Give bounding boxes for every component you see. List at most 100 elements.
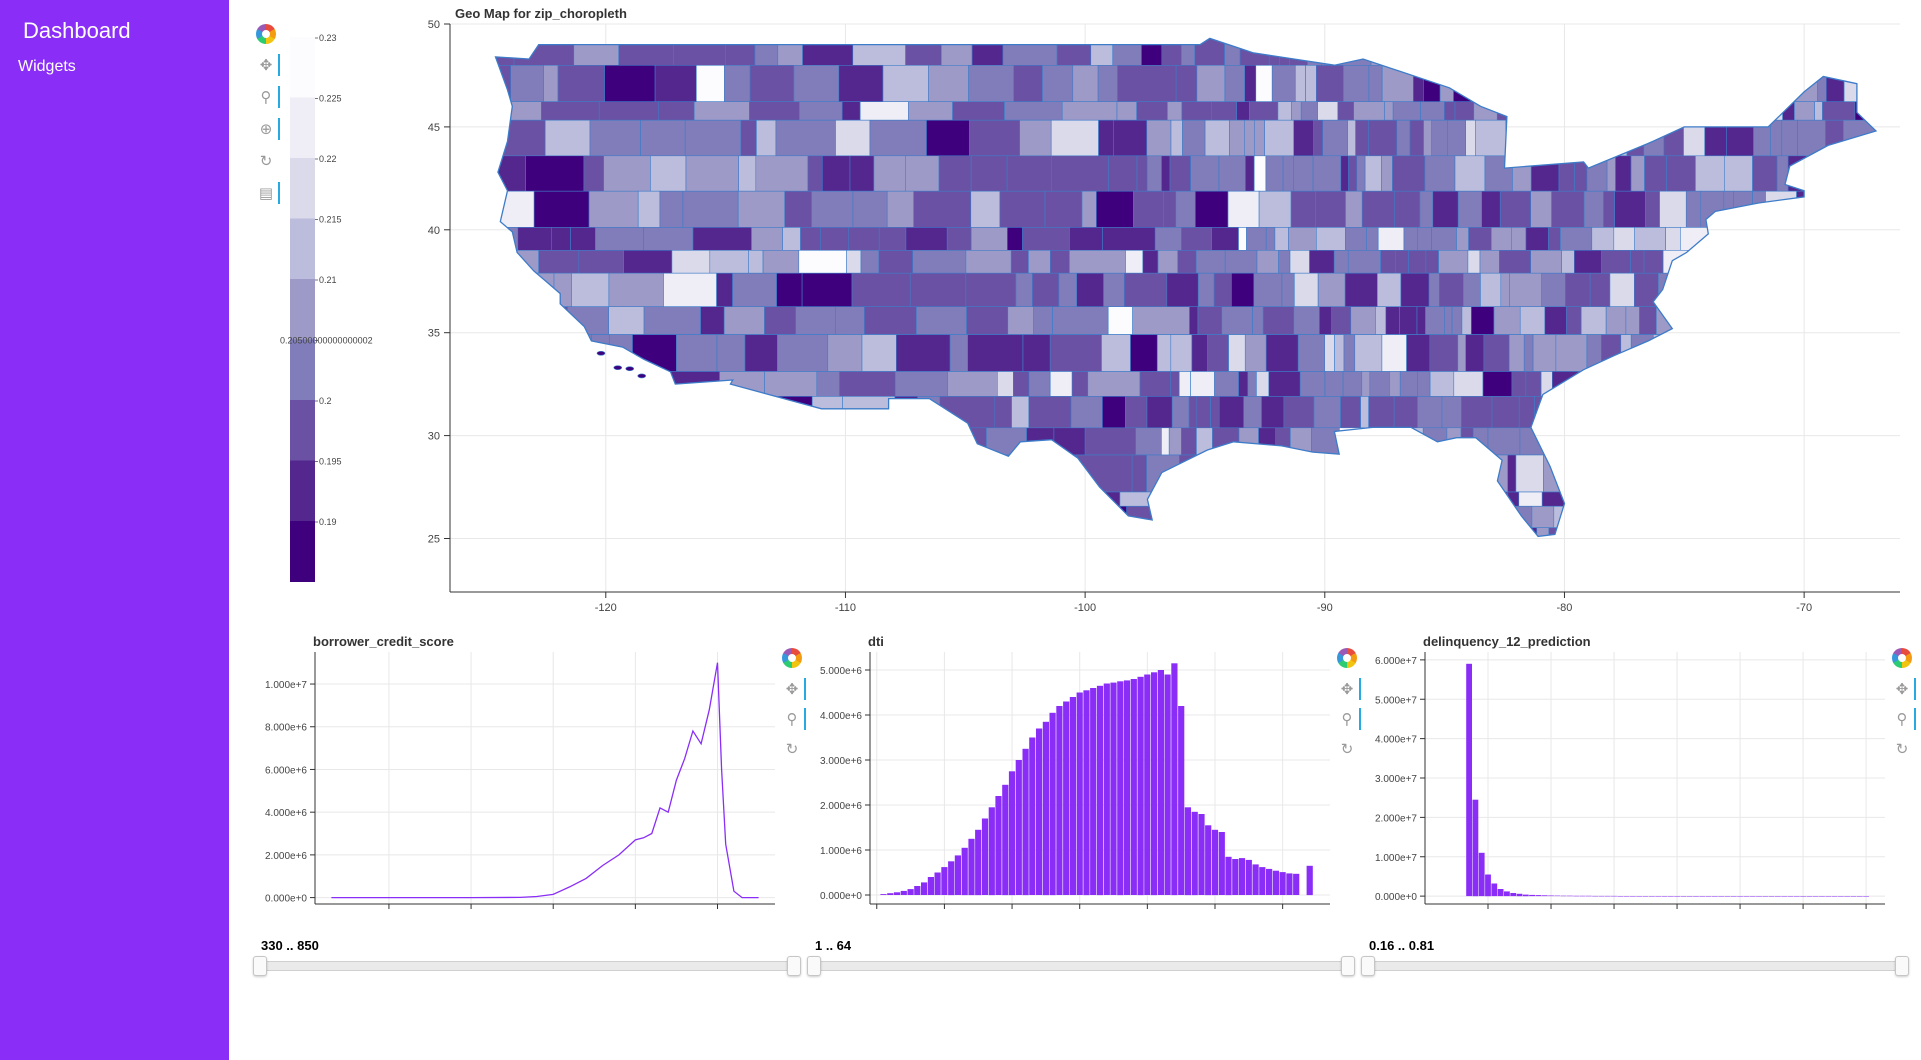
histogram-bar <box>1151 672 1158 896</box>
zip-region <box>1237 454 1250 493</box>
zip-region <box>720 454 737 493</box>
zip-region <box>821 155 851 192</box>
zip-region <box>860 250 880 274</box>
chart-delinquency-12-prediction[interactable]: delinquency_12_prediction203040506070800… <box>1360 632 1900 912</box>
histogram-bar <box>1090 688 1097 895</box>
zip-region <box>1334 454 1355 493</box>
zip-region <box>1583 190 1604 228</box>
wheel-zoom-icon[interactable]: ⚲ <box>1888 706 1916 732</box>
zip-region <box>1511 371 1527 397</box>
wheel-zoom-icon[interactable]: ⚲ <box>1333 706 1361 732</box>
zip-region <box>1103 272 1125 308</box>
zip-region <box>1221 306 1253 335</box>
histogram-bar <box>1554 895 1561 897</box>
zip-region <box>1714 427 1748 456</box>
zip-region <box>1343 334 1356 372</box>
zip-region <box>835 505 865 528</box>
zip-region <box>1161 38 1182 66</box>
pan-icon[interactable]: ✥ <box>1888 676 1916 702</box>
hover-tooltip-icon[interactable]: ▤ <box>252 180 280 206</box>
map-regions[interactable] <box>486 34 1905 562</box>
sidebar-item-widgets[interactable]: Widgets <box>18 58 76 75</box>
zip-region <box>1565 272 1591 308</box>
histogram-bar <box>1787 896 1794 897</box>
zip-region <box>1342 371 1363 397</box>
pan-icon[interactable]: ✥ <box>252 52 280 78</box>
zip-region <box>916 306 967 335</box>
chart-y-tick-label: 0.000e+0 <box>1375 892 1417 903</box>
zip-region <box>1175 190 1196 228</box>
zip-region <box>1002 38 1058 66</box>
map-title: Geo Map for zip_choropleth <box>455 6 627 21</box>
reset-icon[interactable]: ↻ <box>1340 740 1354 758</box>
histogram-bar <box>1856 896 1863 897</box>
zip-region <box>1872 427 1876 456</box>
chart-borrower-credit-score[interactable]: borrower_credit_score4005006007008000.00… <box>250 632 790 912</box>
slider-handle-end[interactable] <box>1895 956 1909 976</box>
zip-region <box>1189 306 1199 335</box>
zip-region <box>795 306 836 335</box>
zip-region <box>637 190 661 228</box>
histogram-bar <box>1478 852 1485 897</box>
zip-region <box>1345 190 1363 228</box>
zip-region <box>1641 371 1674 397</box>
reset-icon[interactable]: ↻ <box>1895 740 1909 758</box>
histogram-bar <box>1718 896 1725 897</box>
range-slider-credit-score[interactable] <box>253 956 801 976</box>
zip-region <box>1625 306 1640 335</box>
map-y-tick-label: 45 <box>428 122 440 134</box>
histogram-bar <box>1611 895 1617 897</box>
zip-region <box>1488 454 1508 493</box>
zip-region <box>1312 155 1342 192</box>
zip-region <box>1211 227 1239 251</box>
zip-region <box>1307 527 1323 537</box>
zip-region <box>751 227 783 251</box>
zip-region <box>673 38 726 66</box>
zip-region <box>1102 396 1126 429</box>
zip-region <box>1735 227 1764 251</box>
zip-region <box>1256 250 1279 274</box>
zip-region <box>1815 454 1845 493</box>
zip-region <box>1098 119 1115 157</box>
zip-region <box>1611 119 1628 157</box>
histogram-bar <box>1560 895 1567 897</box>
slider-handle-end[interactable] <box>1341 956 1355 976</box>
range-slider-delinquency[interactable] <box>1361 956 1909 976</box>
zip-region <box>1181 427 1197 456</box>
slider-handle-end[interactable] <box>787 956 801 976</box>
chart-dti[interactable]: dti01020304050600.000e+01.000e+62.000e+6… <box>805 632 1345 912</box>
wheel-zoom-icon[interactable]: ⚲ <box>778 706 806 732</box>
slider-handle-start[interactable] <box>1361 956 1375 976</box>
zip-region <box>1530 250 1562 274</box>
zip-region <box>1417 371 1431 397</box>
zip-region <box>1571 65 1587 103</box>
zip-region <box>764 371 818 397</box>
reset-icon[interactable]: ↻ <box>259 152 273 170</box>
zip-region <box>1399 371 1418 397</box>
range-slider-dti[interactable] <box>807 956 1355 976</box>
zip-region <box>915 454 937 493</box>
pan-icon[interactable]: ✥ <box>1333 676 1361 702</box>
map-y-tick-label: 30 <box>428 431 440 443</box>
box-zoom-icon[interactable]: ⊕ <box>252 116 280 142</box>
zip-region <box>1049 371 1073 397</box>
zip-region <box>501 334 538 372</box>
reset-icon[interactable]: ↻ <box>785 740 799 758</box>
zip-region <box>667 427 720 456</box>
choropleth-map[interactable]: 0.230.2250.220.2150.210.2050000000000000… <box>280 0 1921 620</box>
slider-handle-start[interactable] <box>253 956 267 976</box>
zip-region <box>1574 250 1602 274</box>
zip-region <box>1052 306 1109 335</box>
zip-region <box>838 65 884 103</box>
zip-region <box>926 119 970 157</box>
pan-icon[interactable]: ✥ <box>778 676 806 702</box>
wheel-zoom-icon[interactable]: ⚲ <box>252 84 280 110</box>
zip-region <box>1175 65 1198 103</box>
zip-region <box>1558 155 1575 192</box>
chart-y-tick-label: 4.000e+6 <box>265 808 307 819</box>
zip-region <box>1630 155 1645 192</box>
zip-region <box>1181 227 1212 251</box>
zip-region <box>608 306 645 335</box>
slider-handle-start[interactable] <box>807 956 821 976</box>
zip-region <box>1400 272 1430 308</box>
